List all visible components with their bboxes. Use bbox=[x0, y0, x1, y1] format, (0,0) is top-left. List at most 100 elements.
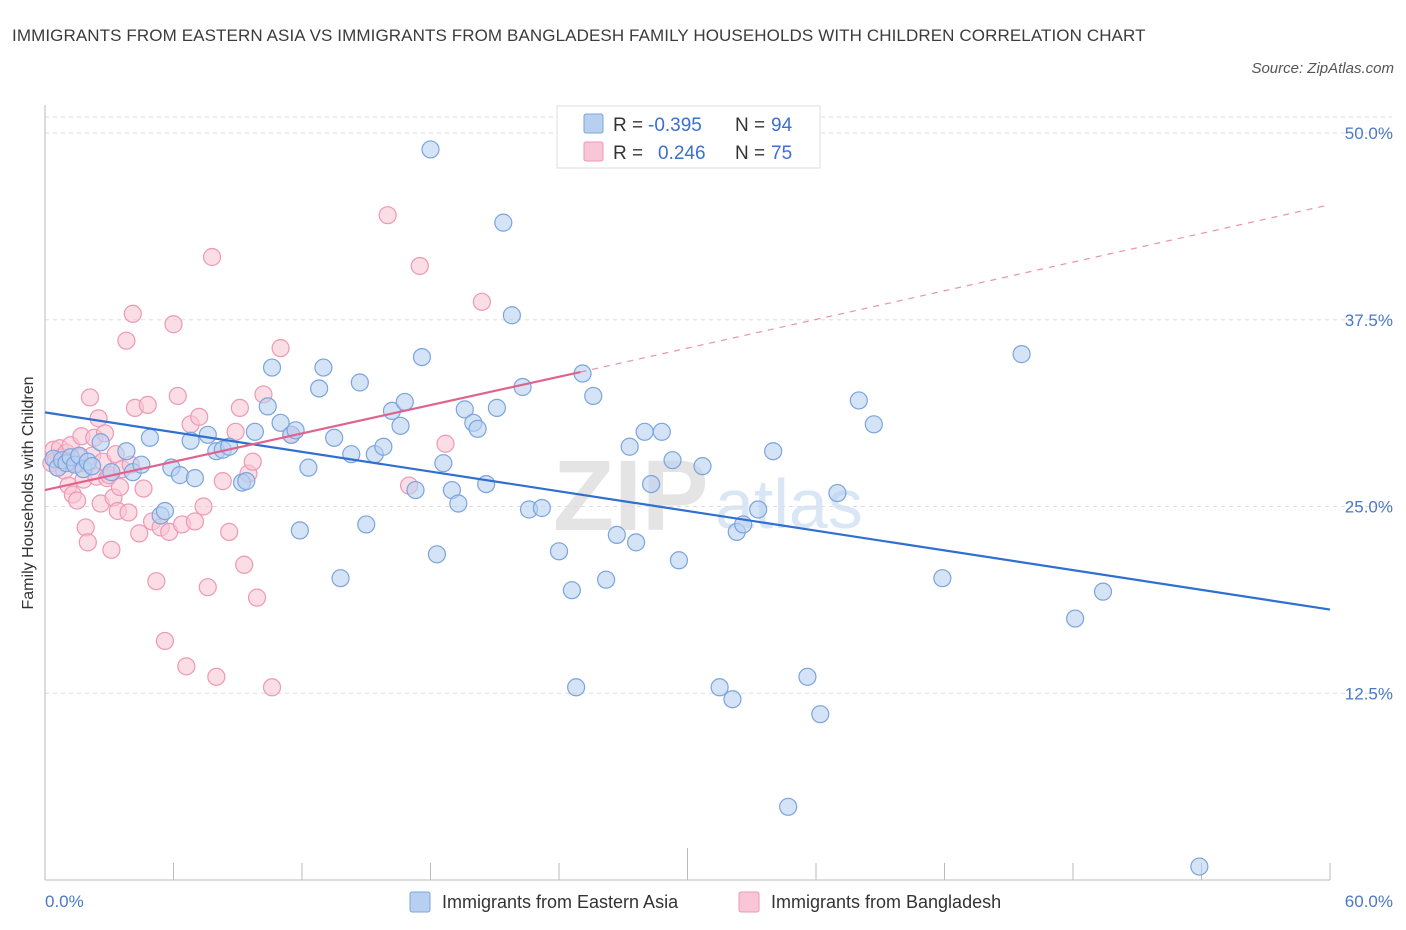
series-legend: Immigrants from Eastern Asia Immigrants … bbox=[409, 891, 1001, 913]
point-eastern-asia-96 bbox=[1190, 857, 1209, 876]
x-tick-label-max: 60.0% bbox=[1345, 892, 1393, 911]
point-eastern-asia-47 bbox=[395, 392, 414, 412]
point-eastern-asia-9 bbox=[83, 457, 102, 476]
point-eastern-asia-34 bbox=[290, 521, 309, 540]
point-bangladesh-74 bbox=[472, 292, 491, 311]
point-eastern-asia-89 bbox=[828, 483, 847, 503]
point-eastern-asia-38 bbox=[325, 428, 344, 447]
y-tick-label-1: 25.0% bbox=[1345, 498, 1393, 517]
point-bangladesh-64 bbox=[243, 452, 262, 471]
y-tick-label-3: 50.0% bbox=[1345, 124, 1393, 143]
point-eastern-asia-73 bbox=[626, 533, 646, 552]
point-eastern-asia-92 bbox=[933, 569, 952, 588]
point-bangladesh-39 bbox=[130, 524, 149, 543]
point-bangladesh-70 bbox=[378, 206, 397, 225]
point-eastern-asia-72 bbox=[620, 437, 639, 456]
point-eastern-asia-55 bbox=[455, 400, 474, 419]
point-eastern-asia-12 bbox=[117, 442, 136, 461]
point-bangladesh-73 bbox=[436, 434, 455, 453]
y-tick-labels: 12.5% 25.0% 37.5% 50.0% bbox=[1345, 124, 1393, 703]
point-eastern-asia-54 bbox=[449, 494, 468, 513]
point-eastern-asia-10 bbox=[91, 433, 110, 452]
chart-title: IMMIGRANTS FROM EASTERN ASIA VS IMMIGRAN… bbox=[12, 26, 1146, 45]
point-eastern-asia-36 bbox=[310, 379, 329, 398]
point-eastern-asia-85 bbox=[764, 442, 783, 461]
point-bangladesh-56 bbox=[202, 247, 222, 267]
point-eastern-asia-74 bbox=[635, 422, 654, 441]
point-eastern-asia-69 bbox=[584, 386, 603, 406]
point-eastern-asia-71 bbox=[607, 525, 626, 544]
legend-r-value-0: -0.395 bbox=[648, 115, 702, 136]
point-bangladesh-32 bbox=[110, 477, 130, 497]
point-bangladesh-72 bbox=[410, 256, 429, 276]
legend-r-label-1: R = bbox=[613, 143, 643, 164]
point-eastern-asia-64 bbox=[532, 498, 551, 518]
point-eastern-asia-78 bbox=[669, 551, 689, 570]
point-eastern-asia-15 bbox=[140, 428, 160, 447]
point-bangladesh-37 bbox=[123, 304, 142, 323]
point-eastern-asia-30 bbox=[262, 358, 282, 377]
point-eastern-asia-79 bbox=[693, 457, 712, 476]
point-eastern-asia-20 bbox=[181, 431, 200, 450]
trend-line-extension-bangladesh bbox=[580, 204, 1331, 373]
point-eastern-asia-65 bbox=[549, 542, 569, 561]
point-bangladesh-35 bbox=[119, 503, 138, 522]
point-eastern-asia-61 bbox=[502, 306, 521, 325]
point-bangladesh-50 bbox=[177, 657, 196, 676]
trend-lines bbox=[44, 204, 1331, 611]
point-eastern-asia-94 bbox=[1066, 609, 1085, 628]
point-eastern-asia-22 bbox=[198, 425, 217, 444]
bottom-legend-label-0: Immigrants from Eastern Asia bbox=[442, 892, 679, 912]
legend-n-value-1: 75 bbox=[771, 143, 792, 164]
point-bangladesh-18 bbox=[80, 388, 100, 407]
point-eastern-asia-93 bbox=[1012, 345, 1031, 364]
legend-swatch-blue bbox=[583, 113, 604, 134]
bottom-legend-swatch-pink bbox=[738, 891, 760, 913]
legend-n-label-1: N = bbox=[735, 143, 765, 164]
point-eastern-asia-88 bbox=[811, 705, 830, 724]
point-eastern-asia-39 bbox=[331, 569, 350, 588]
point-eastern-asia-70 bbox=[597, 570, 616, 589]
point-bangladesh-40 bbox=[134, 479, 153, 498]
point-bangladesh-65 bbox=[247, 588, 267, 607]
point-eastern-asia-75 bbox=[641, 474, 661, 494]
point-eastern-asia-87 bbox=[798, 667, 817, 686]
point-eastern-asia-37 bbox=[314, 358, 333, 377]
x-axis-ticks bbox=[44, 848, 1331, 880]
point-bangladesh-59 bbox=[220, 522, 239, 541]
legend-n-label-0: N = bbox=[735, 115, 765, 136]
y-tick-label-0: 12.5% bbox=[1345, 684, 1393, 703]
point-eastern-asia-77 bbox=[663, 451, 682, 470]
point-eastern-asia-57 bbox=[468, 419, 487, 438]
point-eastern-asia-28 bbox=[245, 422, 264, 441]
point-bangladesh-58 bbox=[213, 472, 232, 491]
point-eastern-asia-29 bbox=[258, 397, 277, 416]
point-eastern-asia-90 bbox=[849, 391, 868, 410]
point-eastern-asia-84 bbox=[749, 500, 768, 519]
scatter-points bbox=[42, 140, 1209, 876]
source-label: Source: ZipAtlas.com bbox=[1251, 60, 1394, 77]
point-eastern-asia-27 bbox=[237, 472, 256, 491]
point-eastern-asia-48 bbox=[406, 480, 425, 500]
point-bangladesh-17 bbox=[78, 533, 97, 552]
watermark-zip: ZIP bbox=[553, 440, 709, 552]
point-bangladesh-54 bbox=[194, 497, 213, 516]
legend-n-value-0: 94 bbox=[771, 115, 793, 136]
bottom-legend-label-1: Immigrants from Bangladesh bbox=[771, 892, 1001, 912]
point-bangladesh-53 bbox=[190, 407, 209, 426]
point-bangladesh-68 bbox=[271, 339, 290, 358]
y-tick-label-2: 37.5% bbox=[1345, 311, 1393, 330]
correlation-legend: R = -0.395 N = 94 R = 0.246 N = 75 bbox=[556, 105, 821, 169]
point-eastern-asia-11 bbox=[102, 463, 121, 482]
point-bangladesh-52 bbox=[185, 512, 205, 531]
point-eastern-asia-76 bbox=[652, 422, 671, 441]
point-eastern-asia-59 bbox=[487, 398, 506, 417]
point-eastern-asia-41 bbox=[350, 373, 369, 392]
point-bangladesh-16 bbox=[76, 518, 95, 537]
point-eastern-asia-80 bbox=[710, 678, 729, 697]
point-bangladesh-62 bbox=[235, 555, 254, 574]
point-eastern-asia-42 bbox=[357, 515, 376, 534]
trend-line-eastern-asia bbox=[44, 411, 1331, 611]
point-eastern-asia-66 bbox=[562, 581, 581, 600]
